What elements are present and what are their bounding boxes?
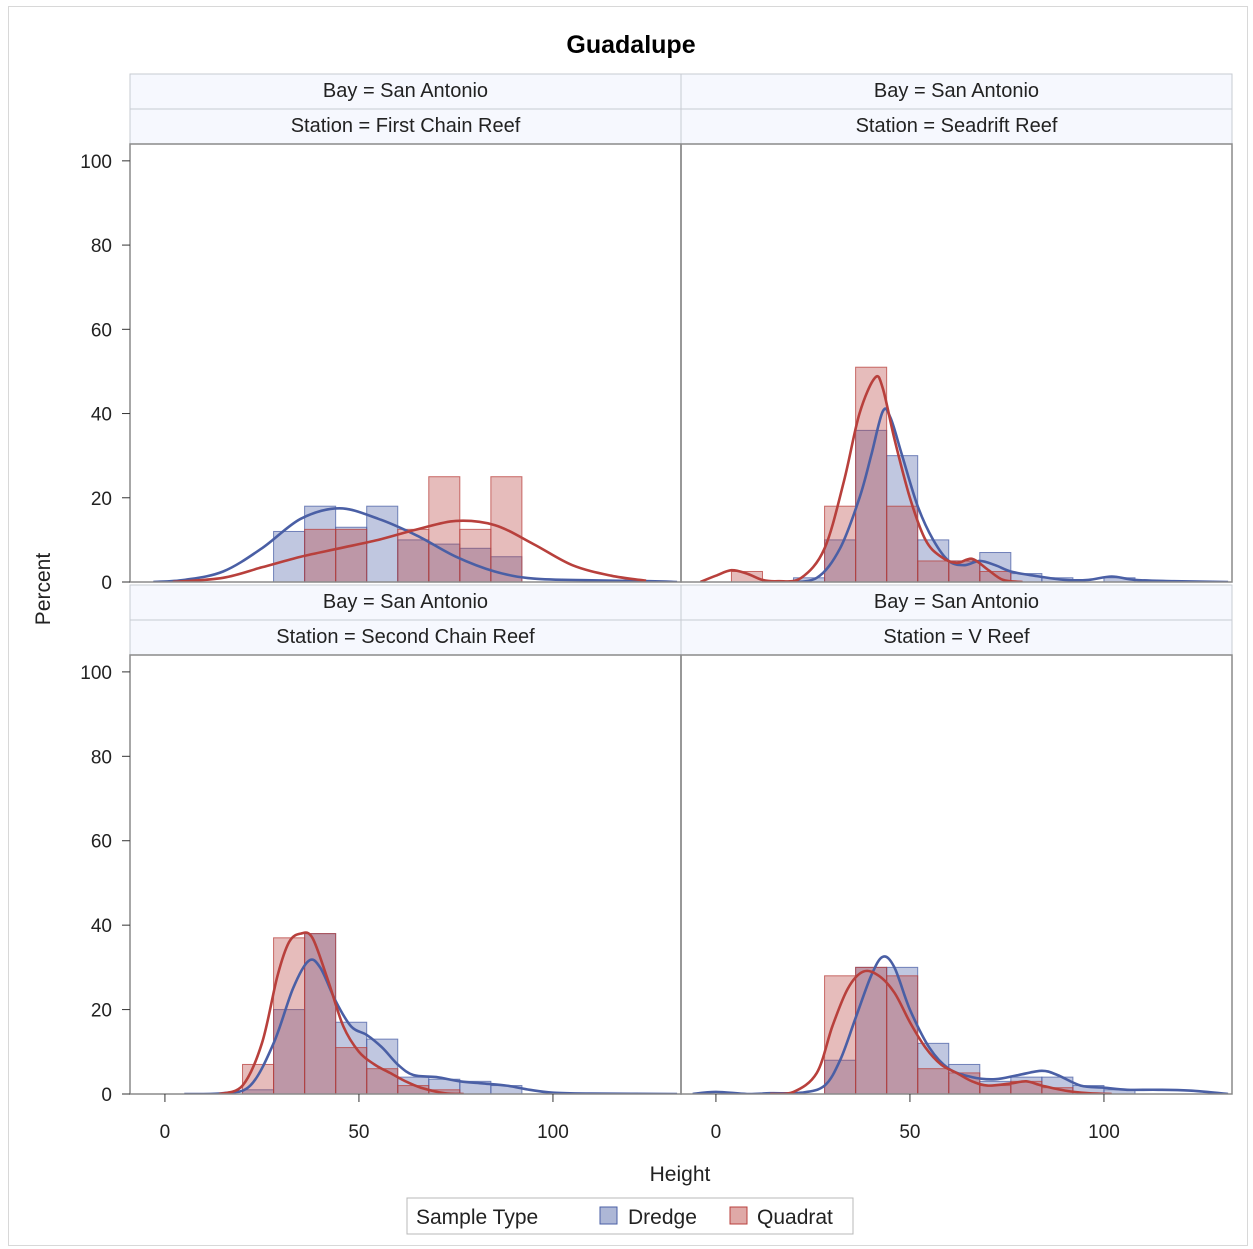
dredge-bar	[886, 455, 919, 582]
plot-area	[699, 366, 1229, 582]
strip-bay-label: Bay = San Antonio	[874, 591, 1039, 613]
legend-swatch-dredge	[599, 1206, 618, 1225]
y-tick-label: 60	[91, 832, 112, 853]
quadrat-bar	[855, 366, 888, 582]
y-tick-label: 100	[80, 663, 112, 684]
dredge-density-curve	[785, 407, 1229, 582]
strip-bay	[129, 584, 682, 621]
strip-bay-label: Bay = San Antonio	[323, 80, 488, 102]
panel-border	[680, 143, 1233, 583]
quadrat-bar	[917, 1068, 950, 1094]
panel-border	[129, 143, 682, 583]
legend-label-quadrat: Quadrat	[757, 1206, 833, 1229]
y-tick-label: 20	[91, 489, 112, 510]
y-axis-label: Percent	[32, 553, 55, 626]
quadrat-bar	[886, 505, 919, 582]
x-axis-label: Height	[650, 1163, 711, 1186]
panel-border	[680, 654, 1233, 1095]
panel-border	[129, 654, 682, 1095]
legend-title: Sample Type	[416, 1206, 538, 1229]
x-tick-label: 100	[537, 1122, 569, 1143]
strip-station-label: Station = Second Chain Reef	[276, 626, 535, 648]
legend: Sample Type Dredge Quadrat	[406, 1197, 854, 1235]
legend-swatch-quadrat	[729, 1206, 748, 1225]
quadrat-bar	[273, 937, 306, 1094]
legend-label-dredge: Dredge	[628, 1206, 697, 1229]
quadrat-bar	[459, 528, 492, 582]
quadrat-density-curve	[218, 931, 464, 1094]
plot-area	[184, 931, 678, 1094]
strip-station-label: Station = V Reef	[883, 626, 1030, 648]
quadrat-bar	[824, 505, 857, 582]
quadrat-bar	[397, 528, 430, 582]
x-tick-label: 50	[899, 1122, 920, 1143]
panel-1: Bay = San Antonio Station = First Chain R…	[129, 73, 682, 583]
plot-area	[692, 955, 1229, 1094]
dredge-density-curve	[184, 958, 678, 1094]
panel-grid: Bay = San Antonio Station = First Chain R…	[80, 73, 1233, 1143]
chart-title: Guadalupe	[566, 31, 695, 59]
quadrat-bar	[855, 966, 888, 1094]
dredge-bar	[273, 1009, 306, 1094]
dredge-bar	[366, 505, 399, 582]
panel-3: Bay = San Antonio Station = Second Chain …	[129, 584, 682, 1095]
panel-2: Bay = San Antonio Station = Seadrift Reef	[680, 73, 1233, 583]
quadrat-bar	[335, 528, 368, 582]
strip-bay	[129, 73, 682, 110]
quadrat-density-curve	[699, 374, 1023, 582]
dredge-density-curve	[692, 955, 1229, 1094]
strip-station	[129, 108, 682, 145]
dredge-bar	[335, 1021, 368, 1094]
y-tick-label: 0	[101, 573, 112, 594]
y-tick-label: 40	[91, 916, 112, 937]
x-tick-label: 50	[348, 1122, 369, 1143]
quadrat-density-curve	[172, 519, 647, 582]
plot-area	[153, 476, 678, 582]
y-tick-label: 80	[91, 747, 112, 768]
quadrat-bar	[917, 560, 950, 582]
panel-4: Bay = San Antonio Station = V Reef	[680, 584, 1233, 1095]
legend-box	[406, 1197, 854, 1235]
quadrat-bar	[366, 1068, 399, 1094]
y-tick-label: 20	[91, 1001, 112, 1022]
x-tick-label: 0	[711, 1122, 722, 1143]
quadrat-bar	[886, 975, 919, 1094]
quadrat-bar	[979, 1085, 1012, 1094]
y-tick-label: 40	[91, 405, 112, 426]
strip-station-label: Station = First Chain Reef	[291, 115, 521, 137]
y-tick-label: 60	[91, 320, 112, 341]
x-tick-label: 0	[160, 1122, 171, 1143]
quadrat-bar	[428, 476, 461, 582]
strip-bay-label: Bay = San Antonio	[874, 80, 1039, 102]
strip-station	[680, 619, 1233, 656]
strip-station-label: Station = Seadrift Reef	[856, 115, 1058, 137]
y-tick-label: 0	[101, 1085, 112, 1106]
x-tick-label: 100	[1088, 1122, 1120, 1143]
y-tick-label: 100	[80, 152, 112, 173]
strip-bay	[680, 73, 1233, 110]
strip-bay-label: Bay = San Antonio	[323, 591, 488, 613]
dredge-density-curve	[153, 507, 678, 582]
quadrat-density-curve	[770, 969, 1112, 1094]
y-tick-label: 80	[91, 236, 112, 257]
